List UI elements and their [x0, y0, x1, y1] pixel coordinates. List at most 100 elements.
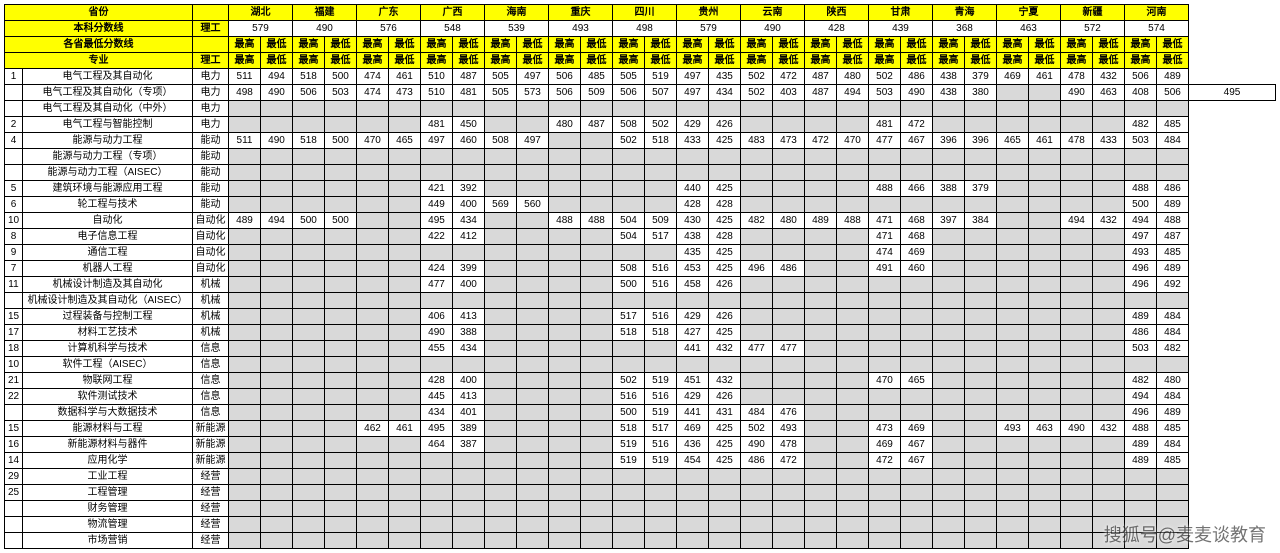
cell: [325, 485, 357, 501]
sub-hi-9: 最高: [805, 37, 837, 53]
cell: [741, 245, 773, 261]
cell: [389, 389, 421, 405]
cell: 469: [901, 245, 933, 261]
cell: [261, 309, 293, 325]
cell: [645, 181, 677, 197]
cell: 389: [453, 421, 485, 437]
sub-hi-11: 最高: [933, 37, 965, 53]
cell: [1061, 389, 1093, 405]
row-major: 电气工程及其自动化（专项）: [23, 85, 193, 101]
cell: [421, 533, 453, 549]
cell: [517, 229, 549, 245]
cell: [229, 421, 261, 437]
cell: [549, 245, 581, 261]
cell: [549, 437, 581, 453]
table-row: 电气工程及其自动化（专项）电力4984905065034744735104815…: [5, 85, 1276, 101]
cell: [357, 501, 389, 517]
cell: [741, 533, 773, 549]
cell: [325, 453, 357, 469]
cell: [421, 165, 453, 181]
row-major: 机械设计制造及其自动化: [23, 277, 193, 293]
cell: 518: [293, 69, 325, 85]
cell: [389, 517, 421, 533]
cell: 426: [709, 117, 741, 133]
cell: [517, 341, 549, 357]
cell: 518: [293, 133, 325, 149]
cell: [901, 517, 933, 533]
cell: [965, 421, 997, 437]
cell: [965, 117, 997, 133]
sub-hi-10: 最高: [869, 37, 901, 53]
cell: 489: [1157, 197, 1189, 213]
cell: [389, 357, 421, 373]
cell: [357, 101, 389, 117]
row-dept: 新能源: [193, 421, 229, 437]
cell: 468: [901, 229, 933, 245]
cell: [773, 293, 805, 309]
cell: [261, 421, 293, 437]
row-dept: 电力: [193, 117, 229, 133]
cell: 485: [1157, 117, 1189, 133]
cell: 518: [645, 325, 677, 341]
cell: [773, 181, 805, 197]
row-idx: 18: [5, 341, 23, 357]
cell: [805, 293, 837, 309]
cell: [837, 261, 869, 277]
row-dept: 经营: [193, 533, 229, 549]
cell: [229, 533, 261, 549]
cell: [229, 405, 261, 421]
cell: [805, 453, 837, 469]
cell: 482: [741, 213, 773, 229]
cell: 400: [453, 373, 485, 389]
cell: [965, 517, 997, 533]
cell: [869, 277, 901, 293]
cell: [773, 389, 805, 405]
cell: [869, 197, 901, 213]
cell: [1029, 293, 1061, 309]
cell: [293, 165, 325, 181]
cell: 498: [229, 85, 261, 101]
cell: [261, 293, 293, 309]
cell: [421, 485, 453, 501]
cell: [549, 405, 581, 421]
cell: [293, 293, 325, 309]
cell: 458: [677, 277, 709, 293]
row-idx: [5, 533, 23, 549]
row-idx: 2: [5, 117, 23, 133]
cell: [261, 501, 293, 517]
table-row: 9通信工程自动化435425474469493485: [5, 245, 1276, 261]
row-major: 通信工程: [23, 245, 193, 261]
cell: [1093, 501, 1125, 517]
cell: [709, 533, 741, 549]
row-dept: 信息: [193, 341, 229, 357]
cell: [357, 117, 389, 133]
cell: [805, 389, 837, 405]
cell: [517, 213, 549, 229]
cell: 560: [517, 197, 549, 213]
row-idx: 10: [5, 213, 23, 229]
cell: [389, 309, 421, 325]
cell: [709, 517, 741, 533]
cell: [933, 309, 965, 325]
cell: [293, 405, 325, 421]
cell: [1029, 501, 1061, 517]
cell: [773, 325, 805, 341]
row-idx: 4: [5, 133, 23, 149]
cell: 502: [869, 69, 901, 85]
sub-lo-14: 最低: [1157, 37, 1189, 53]
cell: [1093, 357, 1125, 373]
cell: [1093, 309, 1125, 325]
cell: [805, 373, 837, 389]
cell: 441: [677, 405, 709, 421]
cell: 494: [1125, 389, 1157, 405]
cell: 445: [421, 389, 453, 405]
cell: [229, 165, 261, 181]
cell: [901, 533, 933, 549]
cell: [261, 325, 293, 341]
row-dept: 机械: [193, 293, 229, 309]
cell: 403: [773, 85, 805, 101]
cell: [933, 485, 965, 501]
row-idx: [5, 501, 23, 517]
province-line-12: 463: [997, 21, 1061, 37]
cell: [933, 421, 965, 437]
